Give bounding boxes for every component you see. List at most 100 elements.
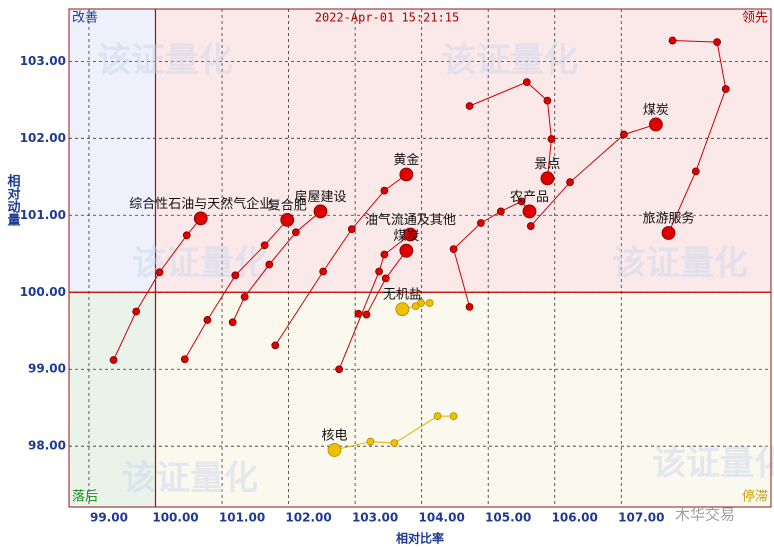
grid [69,9,771,507]
y-axis-label: 相对动量 [5,173,21,227]
watermark: 该证量化 [132,244,268,284]
head-point [522,204,537,219]
trail-point [180,355,189,364]
x-tick-label: 103.00 [352,511,398,525]
trail-point [620,130,628,139]
trail-point [366,437,375,446]
trail-point [566,178,574,187]
trail-point [390,439,399,448]
watermark: 该证量化 [652,444,774,484]
trail-point [380,186,389,195]
trail-point [543,96,552,105]
trail-point [375,267,383,276]
trail-line [338,234,411,370]
series-label: 旅游服务 [643,210,695,226]
head-point [399,167,414,182]
trail-point [354,309,363,318]
trail-point [496,207,505,216]
trail-point [292,228,300,237]
series-label: 农产品 [510,190,549,205]
head-point [280,212,295,227]
quadrant-bg [155,9,771,293]
watermark: 该证量化 [612,244,748,284]
x-tick-label: 107.00 [618,511,664,525]
trail-point [380,250,389,259]
head-point [399,243,414,258]
trail-point [713,38,722,46]
quadrant-label: 改善 [72,10,98,26]
series-label: 煤炭 [393,229,419,244]
plot-frame [68,8,772,508]
trail-point [668,36,677,45]
x-axis-label: 相对比率 [396,531,444,546]
trail-point [347,225,356,234]
y-tick-label: 103.00 [20,54,66,68]
trail-point [465,302,474,311]
y-tick-label: 99.00 [28,362,66,376]
quadrant-bg [69,292,156,507]
y-tick-label: 98.00 [28,439,66,453]
head-point [193,211,208,226]
trail-point [449,412,458,421]
watermark: 该证量化 [122,459,258,499]
head-point [313,204,328,219]
trail-point [465,102,474,110]
x-tick-label: 101.00 [219,511,265,525]
y-tick-label: 100.00 [20,285,66,299]
x-tick-label: 105.00 [485,511,531,525]
trail-point [260,241,269,250]
trail-point [425,299,434,307]
head-point [648,117,663,132]
trail-point [411,302,420,311]
head-point [540,171,555,186]
trail-point [319,267,328,276]
quadrant-label: 领先 [742,11,768,26]
x-tick-label: 100.00 [152,511,198,525]
series-label: 景点 [534,157,560,172]
watermark: 该证量化 [442,41,578,81]
quadrant-label: 落后 [72,490,98,505]
trail-point [109,356,118,364]
series-label: 油气流通及其他 [365,212,456,228]
trail-point [522,78,531,87]
series-label: 综合性石油与天然气企业 [129,196,272,212]
head-point [395,302,410,317]
quadrant-label: 停滞 [742,489,768,505]
trail-point [362,310,371,319]
trail-point [240,292,249,301]
trail-point [155,268,164,277]
x-tick-label: 106.00 [552,511,598,525]
trail-point [433,412,442,421]
quadrant-bg [155,292,771,507]
quadrant-bg [69,9,156,293]
trail-point [271,341,280,350]
x-tick-label: 99.00 [90,511,128,525]
head-point [403,227,418,242]
series-label: 房屋建设 [295,189,347,205]
trail-point [547,135,556,143]
series-label: 黄金 [393,152,419,168]
watermark: 该证量化 [97,41,233,81]
trail-point [182,231,191,240]
trail-point [265,260,274,269]
trail-point [335,365,344,374]
trail-point [691,167,700,176]
marks: 综合性石油与天然气企业复合肥房屋建设黄金油气流通及其他煤炭无机盐农产品景点煤炭旅… [109,36,730,457]
trail-point [203,316,212,324]
y-tick-label: 101.00 [20,208,66,222]
trail-point [449,245,458,254]
y-tick-label: 102.00 [20,131,66,145]
series-label: 复合肥 [268,198,307,213]
series-label: 核电 [321,429,347,444]
timestamp: 2022-Apr-01 15:21:15 [315,11,460,25]
trail-point [517,197,526,206]
trail-line [358,250,407,316]
trail-point [721,85,730,93]
trail-point [526,222,535,230]
head-point [661,226,676,240]
series-label: 煤炭 [643,103,669,118]
trail-point [132,307,141,316]
